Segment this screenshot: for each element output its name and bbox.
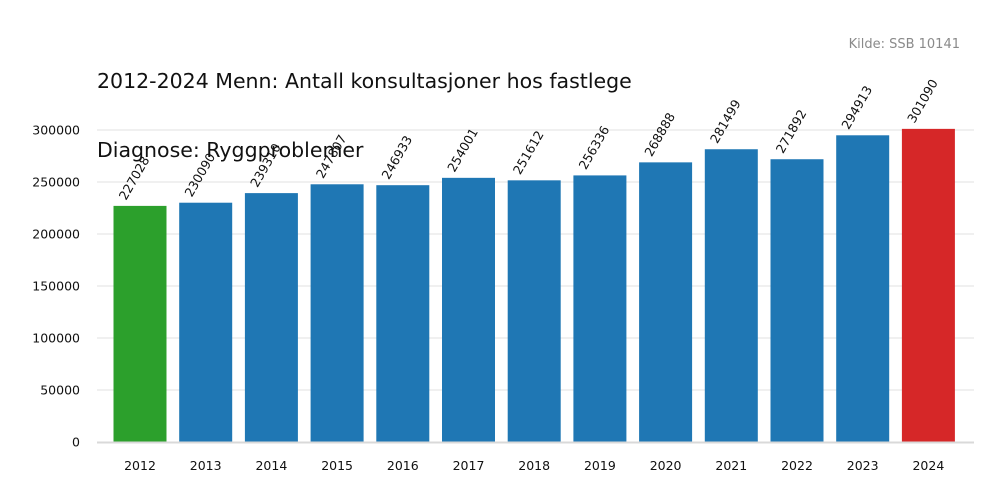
x-tick-label: 2024 — [912, 458, 944, 473]
bar — [573, 175, 627, 442]
chart-source: Kilde: SSB 10141 — [848, 37, 960, 52]
data-label: 230090 — [181, 150, 218, 199]
x-tick-label: 2015 — [321, 458, 353, 473]
bar — [376, 185, 430, 442]
bar — [901, 128, 955, 442]
bar — [244, 193, 298, 442]
data-label: 227028 — [116, 154, 153, 203]
x-tick-label: 2014 — [255, 458, 287, 473]
x-tick-label: 2020 — [650, 458, 682, 473]
x-tick-label: 2018 — [518, 458, 550, 473]
bar — [770, 159, 824, 443]
y-axis-ticks: 0 50000 100000 150000 200000 250000 300000 — [32, 123, 80, 450]
data-label: 271892 — [773, 107, 810, 156]
bar — [113, 205, 167, 442]
bar — [836, 135, 890, 443]
data-label: 294913 — [838, 83, 875, 132]
x-tick-label: 2022 — [781, 458, 813, 473]
bar-layer — [113, 128, 955, 443]
bar — [639, 162, 693, 442]
bar — [507, 180, 561, 442]
chart-title: 2012-2024 Menn: Antall konsultasjoner ho… — [97, 24, 632, 185]
y-tick-label: 200000 — [32, 227, 80, 242]
y-tick-label: 100000 — [32, 331, 80, 346]
data-label: 251612 — [510, 128, 547, 177]
data-label: 246933 — [378, 133, 415, 182]
x-tick-label: 2017 — [453, 458, 485, 473]
x-tick-label: 2023 — [847, 458, 879, 473]
y-tick-label: 50000 — [40, 383, 80, 398]
data-label: 247807 — [313, 132, 350, 181]
data-label: 301090 — [904, 77, 941, 126]
x-tick-label: 2012 — [124, 458, 156, 473]
y-tick-label: 250000 — [32, 175, 80, 190]
x-tick-label: 2019 — [584, 458, 616, 473]
bar — [442, 177, 495, 442]
x-tick-label: 2013 — [190, 458, 222, 473]
data-label: 254001 — [444, 126, 481, 175]
bar — [310, 184, 364, 443]
y-tick-label: 0 — [72, 435, 80, 450]
y-tick-label: 150000 — [32, 279, 80, 294]
bar — [704, 149, 758, 443]
chart-title-line1: 2012-2024 Menn: Antall konsultasjoner ho… — [97, 69, 632, 93]
x-axis-ticks: 2012 2013 2014 2015 2016 2017 2018 2019 2020 2021… — [124, 458, 944, 473]
bar — [179, 202, 233, 442]
data-label: 268888 — [641, 110, 678, 159]
y-tick-label: 300000 — [32, 123, 80, 138]
x-tick-label: 2016 — [387, 458, 419, 473]
x-tick-label: 2021 — [715, 458, 747, 473]
chart-title-line2: Diagnose: Ryggproblemer — [97, 138, 364, 162]
data-label: 281499 — [707, 97, 744, 146]
